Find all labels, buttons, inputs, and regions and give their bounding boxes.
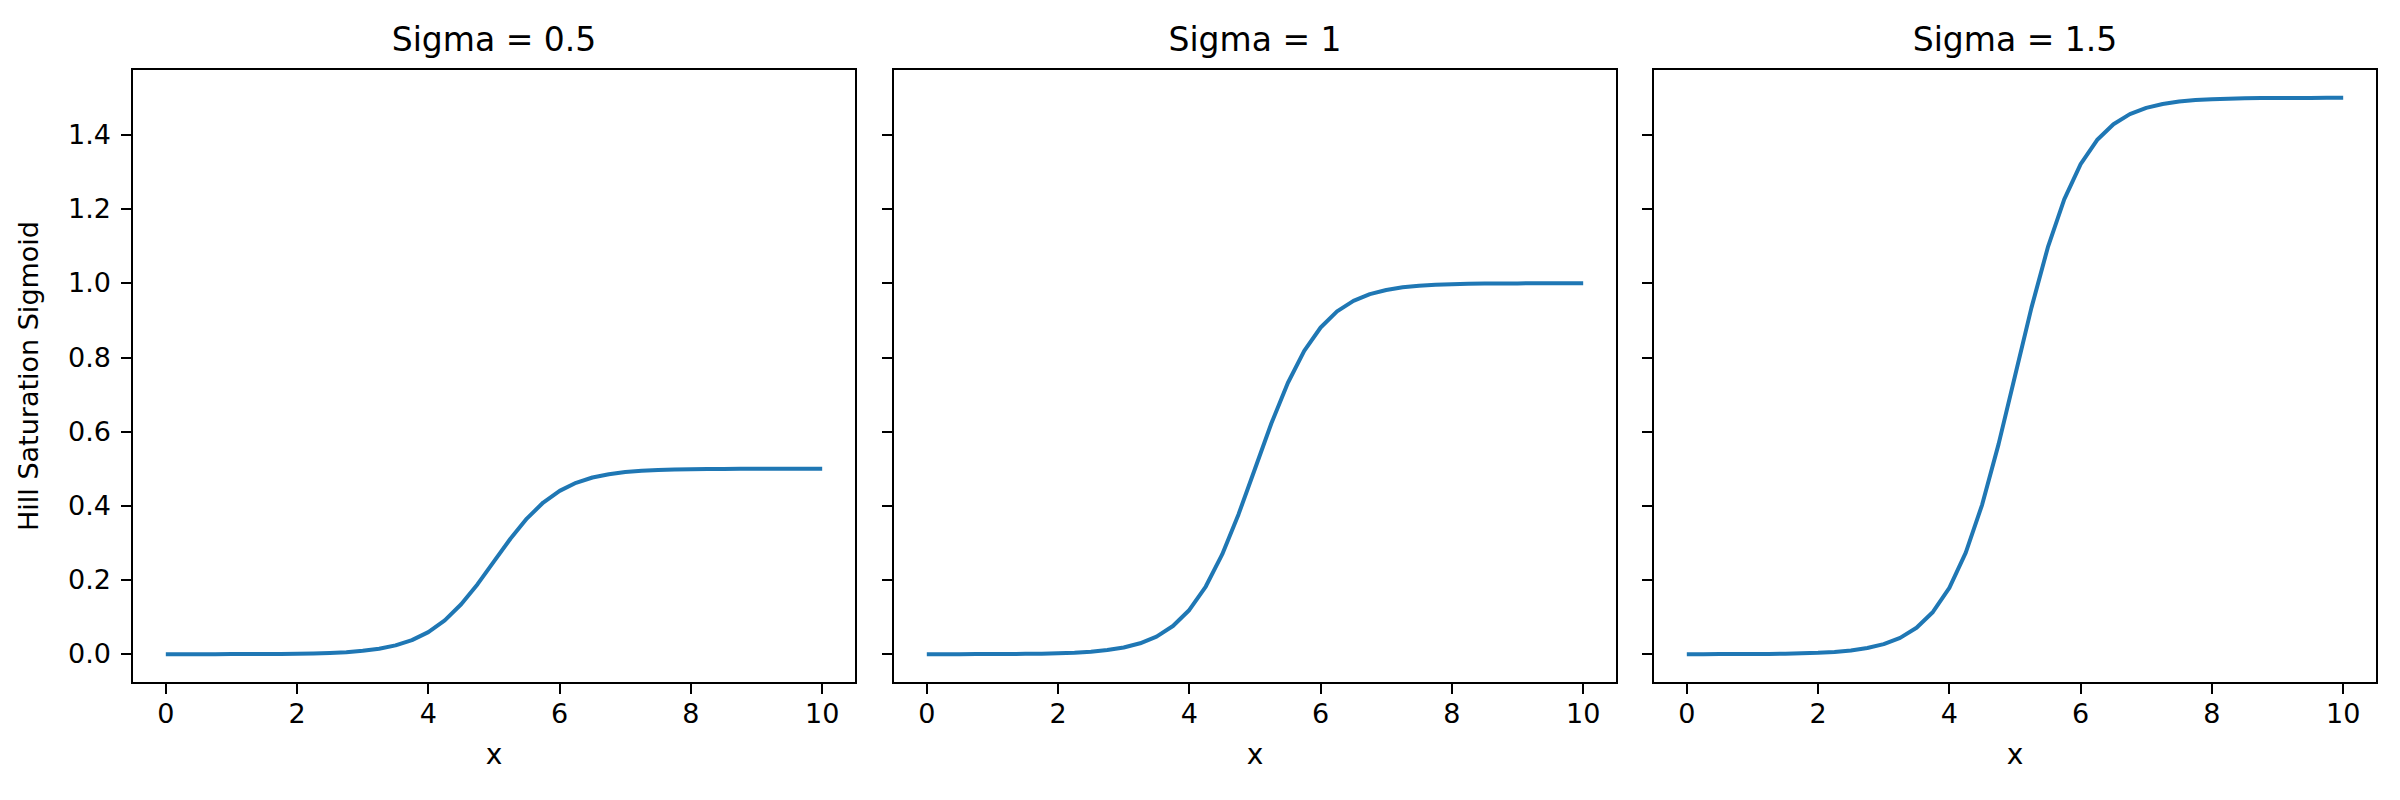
y-tick <box>1642 431 1652 433</box>
y-tick <box>1642 357 1652 359</box>
figure: Sigma = 0.5 Hill Saturation Sigmoid x 02… <box>0 0 2400 800</box>
sigmoid-curve <box>927 283 1583 654</box>
x-tick <box>165 684 167 694</box>
x-tick-label: 6 <box>1281 698 1361 730</box>
y-tick <box>121 282 131 284</box>
line-chart <box>894 70 1616 682</box>
subplot-title: Sigma = 0.5 <box>133 22 855 58</box>
x-tick-label: 2 <box>257 698 337 730</box>
x-tick-label: 8 <box>651 698 731 730</box>
x-tick-label: 8 <box>1412 698 1492 730</box>
y-tick-label: 1.2 <box>31 193 111 225</box>
x-tick <box>1451 684 1453 694</box>
x-tick-label: 6 <box>2041 698 2121 730</box>
x-tick-label: 6 <box>520 698 600 730</box>
x-axis-label: x <box>1654 738 2376 772</box>
y-tick <box>1642 282 1652 284</box>
x-axis-label: x <box>894 738 1616 772</box>
x-tick <box>1582 684 1584 694</box>
y-tick <box>121 579 131 581</box>
subplot-sigma-0.5: Sigma = 0.5 Hill Saturation Sigmoid x 02… <box>131 68 857 684</box>
x-tick-label: 2 <box>1778 698 1858 730</box>
x-tick <box>2080 684 2082 694</box>
x-tick <box>1188 684 1190 694</box>
y-tick <box>121 208 131 210</box>
x-tick-label: 4 <box>1149 698 1229 730</box>
y-tick-label: 1.0 <box>31 267 111 299</box>
line-chart <box>133 70 855 682</box>
x-tick-label: 10 <box>1543 698 1623 730</box>
x-tick <box>1948 684 1950 694</box>
y-tick <box>121 357 131 359</box>
x-tick <box>821 684 823 694</box>
y-tick <box>882 134 892 136</box>
y-tick <box>882 208 892 210</box>
y-tick-label: 0.6 <box>31 416 111 448</box>
x-tick <box>1320 684 1322 694</box>
x-tick <box>427 684 429 694</box>
y-tick <box>121 505 131 507</box>
y-tick <box>1642 653 1652 655</box>
y-tick <box>1642 505 1652 507</box>
x-tick <box>926 684 928 694</box>
x-tick <box>1057 684 1059 694</box>
y-tick-label: 0.8 <box>31 342 111 374</box>
x-tick <box>1686 684 1688 694</box>
y-tick <box>882 579 892 581</box>
subplot-title: Sigma = 1.5 <box>1654 22 2376 58</box>
sigmoid-curve <box>166 469 822 654</box>
y-tick <box>1642 208 1652 210</box>
x-tick <box>559 684 561 694</box>
x-tick-label: 0 <box>1647 698 1727 730</box>
y-tick <box>882 505 892 507</box>
x-tick <box>296 684 298 694</box>
x-tick-label: 0 <box>887 698 967 730</box>
x-tick-label: 8 <box>2172 698 2252 730</box>
x-tick-label: 4 <box>388 698 468 730</box>
x-tick <box>2342 684 2344 694</box>
y-tick <box>1642 134 1652 136</box>
x-tick-label: 10 <box>2303 698 2383 730</box>
x-tick-label: 10 <box>782 698 862 730</box>
x-tick-label: 0 <box>126 698 206 730</box>
subplot-title: Sigma = 1 <box>894 22 1616 58</box>
x-tick <box>690 684 692 694</box>
y-tick <box>882 282 892 284</box>
subplot-sigma-1.5: Sigma = 1.5 x 0246810 <box>1652 68 2378 684</box>
x-tick-label: 2 <box>1018 698 1098 730</box>
y-tick-label: 0.4 <box>31 490 111 522</box>
x-tick-label: 4 <box>1909 698 1989 730</box>
sigmoid-curve <box>1687 98 2343 654</box>
x-tick <box>1817 684 1819 694</box>
y-tick <box>882 357 892 359</box>
y-tick <box>121 134 131 136</box>
y-tick <box>882 431 892 433</box>
x-tick <box>2211 684 2213 694</box>
y-tick <box>882 653 892 655</box>
line-chart <box>1654 70 2376 682</box>
y-tick <box>121 431 131 433</box>
x-axis-label: x <box>133 738 855 772</box>
y-tick-label: 1.4 <box>31 119 111 151</box>
y-tick <box>1642 579 1652 581</box>
y-tick-label: 0.2 <box>31 564 111 596</box>
y-tick-label: 0.0 <box>31 638 111 670</box>
y-tick <box>121 653 131 655</box>
subplot-sigma-1: Sigma = 1 x 0246810 <box>892 68 1618 684</box>
